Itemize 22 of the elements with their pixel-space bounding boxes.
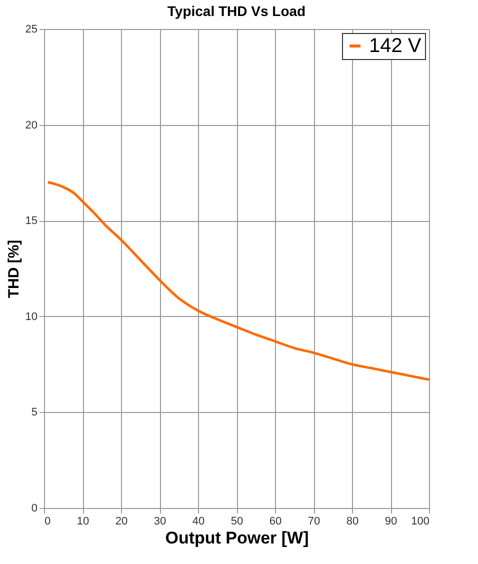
x-tick-label: 40 bbox=[192, 516, 205, 528]
x-tick-label: 20 bbox=[115, 516, 128, 528]
chart-title: Typical THD Vs Load bbox=[167, 3, 306, 19]
y-tick-label: 0 bbox=[31, 502, 38, 514]
x-tick-label: 80 bbox=[346, 516, 359, 528]
y-axis-title: THD [%] bbox=[5, 240, 22, 298]
x-tick-label: 70 bbox=[308, 516, 320, 528]
y-tick-label: 10 bbox=[25, 310, 38, 323]
x-tick-label: 90 bbox=[384, 516, 398, 528]
legend-label: 142 V bbox=[369, 35, 422, 57]
line-series bbox=[46, 181, 430, 381]
y-tick-label: 20 bbox=[25, 119, 38, 132]
x-tick-label: 10 bbox=[76, 516, 90, 528]
x-tick-label: 30 bbox=[154, 516, 166, 528]
x-tick-label: 100 bbox=[411, 516, 430, 528]
y-tick-label: 15 bbox=[25, 215, 38, 228]
x-tick-label: 60 bbox=[269, 516, 282, 528]
x-axis-title: Output Power [W] bbox=[165, 528, 309, 548]
y-tick-label: 5 bbox=[31, 406, 38, 419]
y-tick-label: 25 bbox=[25, 24, 38, 36]
x-tick-label: 0 bbox=[44, 516, 51, 528]
x-tick-label: 50 bbox=[230, 516, 244, 528]
